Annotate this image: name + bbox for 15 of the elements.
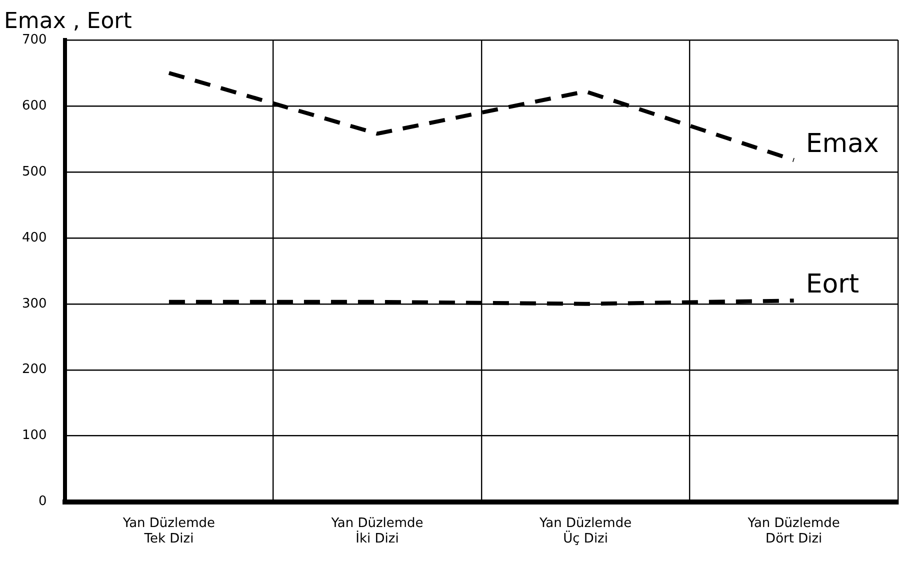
y-tick-label: 600: [22, 98, 47, 114]
y-tick-label: 200: [22, 362, 47, 378]
y-tick-label: 400: [22, 230, 47, 246]
x-tick-label: Yan Düzlemde Tek Dizi: [122, 516, 216, 547]
y-tick-label: 500: [22, 164, 47, 180]
x-tick-label: Yan Düzlemde Dört Dizi: [746, 516, 840, 547]
y-axis-title: Emax , Eort: [4, 9, 132, 34]
series-label: Eort: [806, 270, 860, 300]
y-tick-label: 100: [22, 428, 47, 444]
x-tick-label: Yan Düzlemde Üç Dizi: [538, 516, 632, 547]
y-tick-label: 700: [22, 32, 47, 48]
y-tick-label: 0: [38, 494, 47, 510]
y-tick-label: 300: [22, 296, 47, 312]
series-label: Emax: [806, 129, 879, 160]
x-tick-label: Yan Düzlemde İki Dizi: [330, 516, 424, 547]
